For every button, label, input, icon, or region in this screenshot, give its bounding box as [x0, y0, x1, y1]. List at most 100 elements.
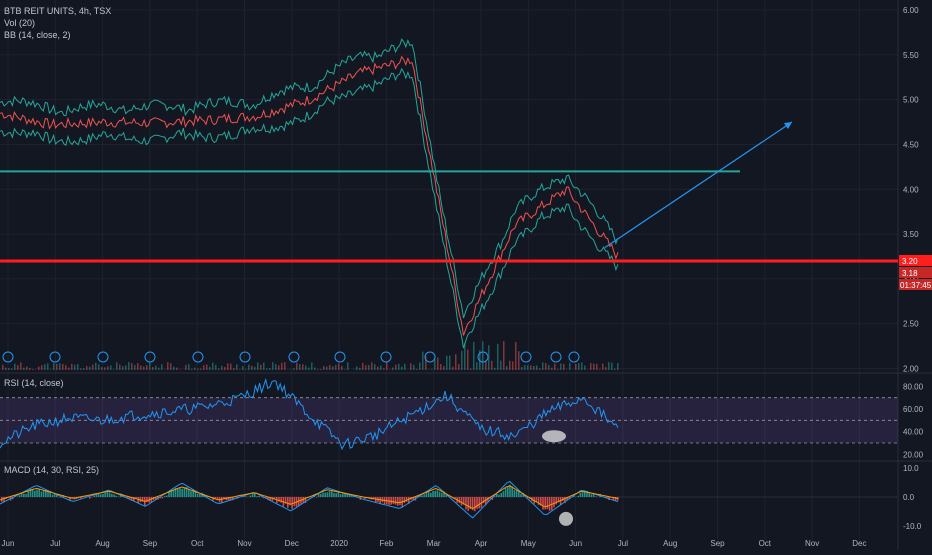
volume-bars	[2, 341, 619, 370]
volume-bar	[602, 363, 604, 370]
macd-hist-bar	[580, 493, 582, 497]
volume-bar	[197, 369, 199, 370]
macd-hist-bar	[177, 489, 179, 497]
volume-bar	[53, 363, 55, 370]
dividend-marker	[335, 352, 345, 362]
macd-hist-bar	[582, 492, 584, 497]
volume-bar	[119, 365, 121, 370]
volume-bar	[533, 366, 535, 370]
macd-highlight-circle	[559, 512, 573, 526]
volume-bar	[470, 369, 472, 370]
projection-arrow	[605, 122, 792, 247]
macd-hist-bar	[89, 497, 91, 499]
macd-hist-bar	[181, 489, 183, 497]
price-tick-label: 5.50	[903, 51, 919, 60]
macd-hist-bar	[294, 497, 296, 506]
volume-bar	[236, 364, 238, 370]
volume-bar	[143, 366, 145, 370]
volume-bar	[434, 359, 436, 370]
volume-bar	[5, 368, 7, 370]
macd-hist-bar	[421, 496, 423, 497]
volume-bar	[98, 364, 100, 370]
macd-hist-bar	[36, 490, 38, 497]
volume-bar	[194, 368, 196, 370]
macd-hist-bar	[478, 497, 480, 508]
price-tick-label: 4.50	[903, 140, 919, 149]
volume-bar	[110, 365, 112, 370]
macd-hist-bar	[344, 494, 346, 497]
volume-bar	[245, 369, 247, 370]
volume-bar	[530, 365, 532, 370]
macd-hist-bar	[166, 495, 168, 497]
volume-bar	[17, 365, 19, 370]
time-tick-label: 2020	[330, 539, 348, 548]
dividend-marker	[521, 352, 531, 362]
macd-hist-bar	[32, 489, 34, 497]
macd-hist-bar	[399, 497, 401, 505]
volume-bar	[440, 364, 442, 370]
macd-hist-bar	[430, 493, 432, 497]
rsi-legend: RSI (14, close)	[4, 378, 64, 389]
volume-bar	[611, 363, 613, 370]
volume-bar	[215, 365, 217, 370]
macd-hist-bar	[291, 497, 293, 509]
volume-bar	[311, 363, 313, 370]
volume-bar	[476, 362, 478, 370]
macd-hist-bar	[428, 492, 430, 497]
macd-hist-bar	[287, 497, 289, 508]
macd-hist-bar	[375, 497, 377, 502]
macd-hist-bar	[340, 494, 342, 497]
time-tick-label: Sep	[143, 539, 158, 548]
volume-bar	[29, 368, 31, 370]
macd-hist-bar	[164, 496, 166, 497]
time-tick-label: Jun	[2, 539, 15, 548]
macd-hist-bar	[379, 497, 381, 504]
last-price-badge-text: 3.20	[902, 257, 918, 266]
volume-bar	[173, 367, 175, 370]
macd-hist-bar	[25, 494, 27, 497]
macd-hist-bar	[544, 497, 546, 509]
volume-bar	[158, 368, 160, 370]
macd-hist-bar	[595, 496, 597, 497]
volume-bar	[431, 369, 433, 370]
volume-bar	[539, 368, 541, 370]
volume-bar	[146, 365, 148, 370]
macd-hist-bar	[342, 494, 344, 497]
macd-hist-bar	[437, 490, 439, 497]
volume-bar	[272, 362, 274, 370]
macd-hist-bar	[547, 497, 549, 509]
volume-bar	[596, 364, 598, 370]
volume-bar	[92, 365, 94, 370]
volume-bar	[455, 354, 457, 370]
volume-bar	[11, 368, 13, 370]
time-tick-label: Oct	[759, 539, 772, 548]
time-tick-label: Dec	[285, 539, 299, 548]
macd-histogram	[1, 485, 619, 511]
time-tick-label: Jun	[569, 539, 582, 548]
volume-bar	[317, 369, 319, 370]
volume-bar	[191, 369, 193, 370]
volume-bar	[521, 367, 523, 370]
volume-bar	[368, 365, 370, 370]
volume-bar	[578, 363, 580, 370]
volume-bar	[464, 343, 466, 370]
macd-line	[0, 482, 618, 518]
volume-bar	[89, 367, 91, 370]
volume-bar	[512, 361, 514, 370]
volume-bar	[500, 361, 502, 370]
volume-bar	[113, 369, 115, 370]
price-tick-label: 4.00	[903, 185, 919, 194]
volume-bar	[95, 363, 97, 370]
macd-hist-bar	[104, 493, 106, 497]
macd-hist-bar	[34, 491, 36, 497]
volume-bar	[554, 363, 556, 370]
volume-bar	[365, 365, 367, 370]
volume-bar	[326, 367, 328, 370]
volume-bar	[131, 363, 133, 370]
bb-upper-band	[0, 39, 618, 318]
volume-bar	[416, 369, 418, 370]
volume-bar	[446, 356, 448, 370]
macd-hist-bar	[516, 491, 518, 497]
